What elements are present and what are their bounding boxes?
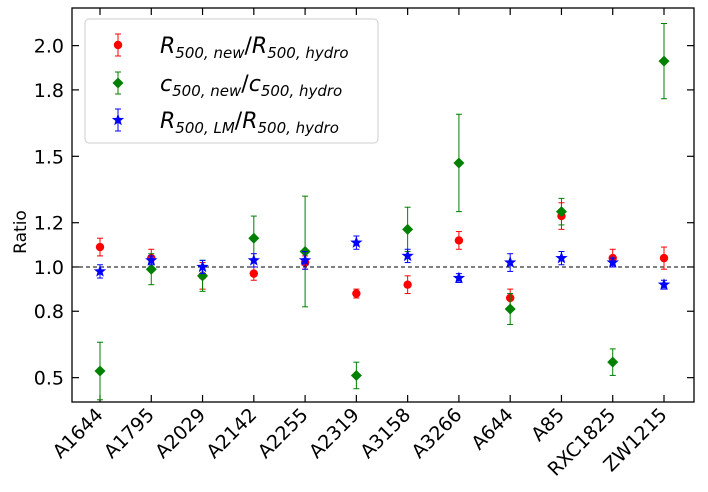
data-point: [145, 253, 158, 266]
data-point: [555, 251, 568, 264]
legend-base: R: [242, 109, 257, 134]
legend-label: R500, new/R500, hydro: [160, 34, 349, 62]
data-point: [606, 256, 619, 268]
plot-frame: [71, 7, 695, 403]
series-3: [93, 235, 671, 290]
data-point: [453, 157, 465, 169]
x-tick-label: A1795: [100, 404, 159, 463]
legend-base: c: [249, 72, 261, 97]
data-point: [504, 256, 517, 268]
legend-subscript: 500, hydro: [267, 44, 348, 62]
data-point: [247, 253, 260, 266]
legend-separator: /: [244, 34, 252, 59]
data-point: [95, 242, 105, 252]
y-axis-label: Ratio: [11, 210, 31, 254]
legend-separator: /: [235, 109, 243, 134]
data-point: [454, 236, 464, 245]
legend-box: [84, 18, 379, 144]
data-point: [298, 253, 312, 266]
legend-subscript: 500, new: [172, 82, 242, 100]
legend-label: c500, new/c500, hydro: [160, 72, 342, 100]
legend-marker: [113, 40, 123, 50]
y-tick-label: 1.2: [34, 213, 64, 235]
data-point: [504, 303, 516, 315]
x-tick-label: A2142: [202, 404, 261, 463]
data-point: [350, 236, 363, 248]
x-tick-label: A2255: [254, 404, 313, 463]
data-point: [248, 232, 260, 244]
data-point: [93, 264, 107, 277]
legend-marker: [112, 77, 124, 89]
legend-subscript: 500, LM: [175, 119, 235, 137]
y-tick-label: 1.0: [34, 257, 64, 279]
data-point: [94, 365, 106, 377]
legend-subscript: 500, hydro: [257, 119, 338, 137]
data-point: [197, 270, 209, 282]
x-tick-label: A3158: [356, 404, 415, 463]
legend-subscript: 500, new: [175, 44, 245, 62]
legend-item-1: R500, new/R500, hydro: [113, 33, 349, 62]
data-point: [145, 263, 157, 275]
x-tick-label: A2319: [305, 404, 364, 463]
legend-subscript: 500, hydro: [261, 82, 342, 100]
y-tick-label: 1.8: [34, 80, 64, 102]
data-point: [555, 206, 567, 218]
x-tick-label: A85: [527, 404, 569, 446]
data-point: [249, 269, 259, 278]
data-point: [196, 260, 209, 273]
x-tick-label: A3266: [408, 404, 467, 463]
y-tick-label: 0.5: [34, 368, 64, 390]
y-tick-label: 0.8: [34, 301, 64, 323]
data-point: [658, 55, 670, 67]
x-tick-label: A1644: [49, 404, 108, 463]
legend-base: c: [160, 72, 172, 97]
data-point: [657, 278, 671, 290]
data-point: [402, 223, 414, 235]
legend-base: R: [160, 34, 175, 59]
legend-base: R: [252, 34, 267, 59]
data-point: [350, 369, 362, 381]
data-point: [659, 253, 669, 263]
y-tick-label: 2.0: [34, 36, 64, 58]
y-tick-label: 1.5: [34, 146, 64, 168]
legend-separator: /: [241, 72, 249, 97]
legend-item-3: R500, LM/R500, hydro: [111, 108, 339, 137]
x-tick-label: A2029: [151, 404, 210, 463]
data-point: [352, 289, 361, 298]
x-tick-label: A644: [467, 404, 517, 454]
legend-marker: [111, 113, 125, 126]
legend-label: R500, LM/R500, hydro: [160, 109, 339, 137]
legend-base: R: [160, 109, 175, 134]
data-point: [452, 271, 466, 284]
data-point: [401, 249, 414, 262]
series-1: [95, 202, 669, 308]
data-point: [403, 280, 412, 289]
legend-item-2: c500, new/c500, hydro: [112, 71, 342, 100]
data-point: [607, 356, 619, 368]
